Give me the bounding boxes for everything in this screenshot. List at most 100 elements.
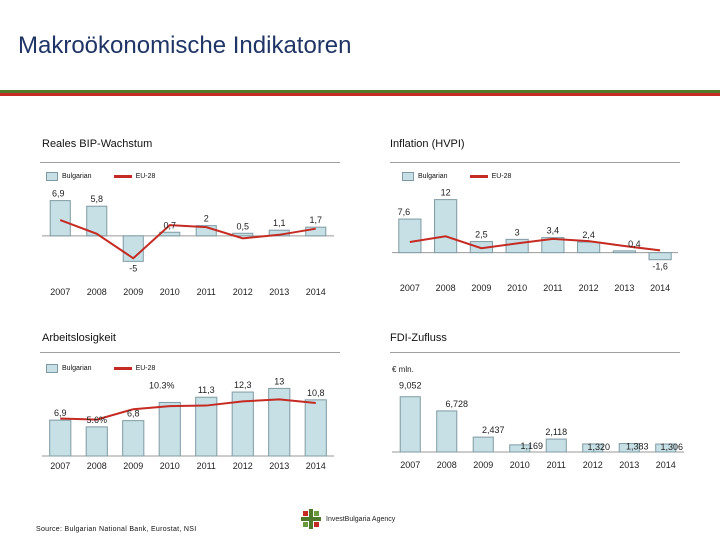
category-label-2007: 2007 [50,461,70,471]
category-label-2013: 2013 [614,283,634,293]
bar-2008 [434,199,458,254]
data-label-2012: 0,5 [236,221,249,231]
band-red [0,93,720,96]
unemployment-chart-title: Arbeitslosigkeit [42,332,116,344]
legend-eu-label: EU-28 [135,365,156,372]
data-label-2007: 6,9 [54,408,67,418]
data-label-2014: -1,6 [652,262,668,272]
source-note: Source: Bulgarian National Bank, Eurosta… [36,526,197,533]
category-label-2010: 2010 [160,287,180,297]
inflation-chart: 7,6 12 2,5 3 3,4 2,4 0,4 -1,6 2007 2008 2009 2010 20… [392,188,678,293]
data-label-2009: -5 [129,263,137,273]
bar-2012 [231,391,254,457]
eu-28-line [409,235,661,252]
data-label-2013: 1,1 [273,218,286,228]
legend-line-swatch [113,175,132,178]
data-label-2009: 2,5 [475,230,488,240]
bar-2007 [399,396,421,453]
page-title: Makroökonomische Indikatoren [18,32,352,59]
gdp-title-separator [40,162,340,163]
unit-label: € mln. [392,365,414,374]
band-green [0,90,720,93]
legend-bulgarian-label: Bulgarian [62,173,92,180]
bar-2011 [545,438,567,453]
eu-28-line [60,398,316,421]
legend-bar-swatch [402,172,414,181]
data-label-2008: 12 [441,188,451,198]
category-label-2007: 2007 [50,287,70,297]
bar-2010 [505,238,529,254]
category-label-2013: 2013 [269,461,289,471]
gdp-legend: Bulgarian EU-28 [46,172,155,181]
category-label-2008: 2008 [436,283,456,293]
bar-2007 [49,419,72,457]
bar-2013 [268,387,291,457]
bar-2012 [577,241,601,254]
legend-bulgarian-label: Bulgarian [62,365,92,372]
data-label-2014: 1,7 [309,215,322,225]
legend-line-swatch [469,175,488,178]
data-label-2013: 1,383 [626,442,649,452]
inflation-legend: Bulgarian EU-28 [402,172,511,181]
category-label-2008: 2008 [87,287,107,297]
bar-2014 [655,443,677,453]
data-label-2007: 7,6 [398,207,411,217]
data-label-2014: 10,8 [307,388,325,398]
category-label-2011: 2011 [543,283,562,293]
data-label-2007: 6,9 [52,189,65,199]
category-label-2014: 2014 [656,460,676,470]
logo-mark-icon [301,509,321,529]
bar-2011 [541,237,565,254]
bar-2009 [472,436,494,453]
legend-bar-swatch [46,364,58,373]
legend-eu-label: EU-28 [491,173,512,180]
category-label-2009: 2009 [123,461,143,471]
data-label-2008: 5.6% [86,415,107,425]
category-label-2013: 2013 [619,460,639,470]
eu-28-line [59,219,316,260]
data-label-2010: 3 [515,227,520,237]
category-label-2013: 2013 [269,287,289,297]
category-label-2011: 2011 [547,460,566,470]
category-label-2012: 2012 [583,460,603,470]
gdp-chart: 6,9 5,8 -5 0,7 2 0,5 1,1 1,7 2007 2008 2009 2010 201… [42,189,334,297]
data-label-2010: 10.3% [149,380,175,390]
category-label-2012: 2012 [233,461,253,471]
bar-2010 [509,444,531,453]
data-label-2009: 6,8 [127,409,140,419]
category-label-2010: 2010 [510,460,530,470]
data-label-2011: 2,118 [545,427,567,437]
data-label-2013: 13 [274,376,284,386]
bar-2012 [582,443,604,453]
data-label-2009: 2,437 [482,425,505,435]
legend-bulgarian-label: Bulgarian [418,173,448,180]
unemployment-legend: Bulgarian EU-28 [46,364,155,373]
bar-2008 [85,426,108,457]
legend-bar-swatch [46,172,58,181]
category-label-2014: 2014 [306,287,326,297]
data-label-2012: 2,4 [582,230,595,240]
data-label-2011: 3,4 [547,226,560,236]
legend-eu-label: EU-28 [135,173,156,180]
fdi-chart-title: FDI-Zufluss [390,332,447,344]
category-label-2010: 2010 [160,461,180,471]
bar-2008 [436,410,458,453]
category-label-2012: 2012 [233,287,253,297]
data-label-2007: 9,052 [399,381,422,391]
category-label-2008: 2008 [87,461,107,471]
bar-2014 [304,399,327,457]
inflation-title-separator [390,162,680,163]
category-label-2009: 2009 [471,283,491,293]
bar-2008 [86,205,108,237]
bar-2007 [398,218,422,254]
data-label-2012: 1,320 [587,442,610,452]
category-label-2008: 2008 [437,460,457,470]
category-label-2011: 2011 [197,461,216,471]
logo-text: InvestBulgaria Agency [326,515,396,523]
unemployment-title-separator [40,352,340,353]
title-underline-band [0,90,720,96]
bar-2010 [158,401,181,457]
legend-line-swatch [113,367,132,370]
category-label-2014: 2014 [306,461,326,471]
